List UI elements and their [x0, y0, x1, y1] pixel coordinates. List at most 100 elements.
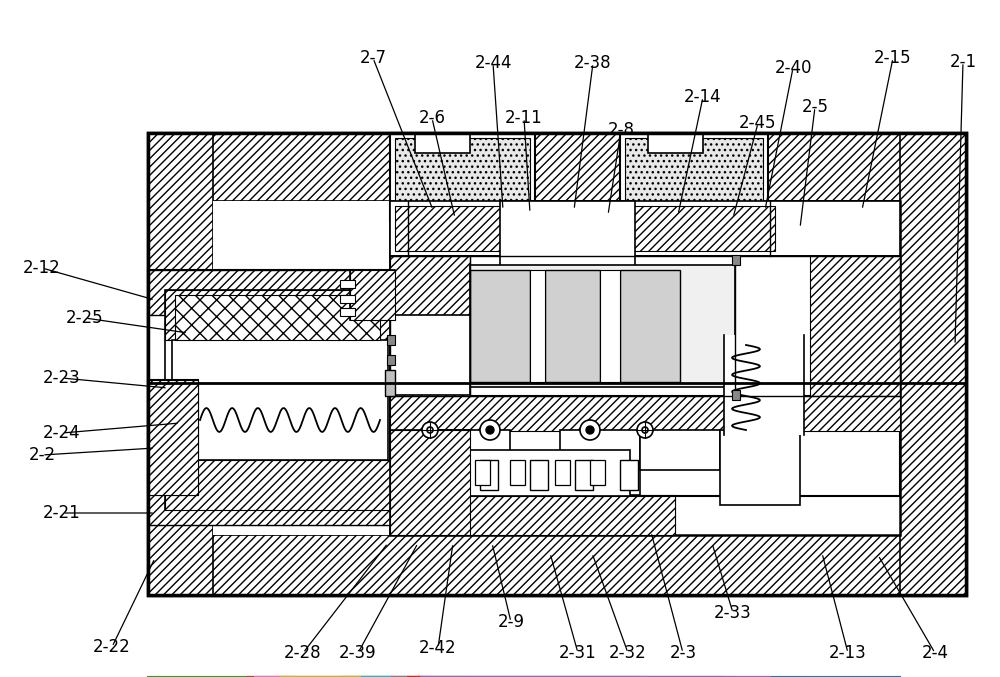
Bar	[172, 340, 388, 460]
Text: 2-24: 2-24	[43, 424, 81, 442]
Text: 2-11: 2-11	[505, 109, 543, 127]
Bar	[390, 256, 900, 396]
Bar	[640, 430, 720, 470]
Bar	[387, 355, 395, 365]
Bar	[390, 133, 535, 221]
Bar	[390, 396, 900, 431]
Bar	[148, 380, 198, 495]
Circle shape	[422, 422, 438, 438]
Bar	[350, 270, 395, 320]
Bar	[480, 460, 498, 490]
Bar	[430, 496, 675, 535]
Text: 2-3: 2-3	[669, 644, 697, 662]
Bar	[530, 270, 545, 382]
Bar	[148, 270, 408, 525]
Bar	[390, 430, 470, 535]
Text: 2-12: 2-12	[23, 259, 61, 277]
Bar	[510, 460, 525, 485]
Circle shape	[580, 420, 600, 440]
Bar	[530, 460, 548, 490]
Bar	[148, 480, 408, 525]
Text: 2-28: 2-28	[284, 644, 322, 662]
Bar	[340, 295, 355, 303]
Bar	[470, 450, 630, 496]
Bar	[350, 270, 395, 320]
Text: 2-25: 2-25	[66, 309, 104, 327]
Bar	[390, 396, 900, 496]
Text: 2-1: 2-1	[949, 53, 977, 71]
Bar	[395, 138, 530, 216]
Text: 2-40: 2-40	[774, 59, 812, 77]
Text: 2-33: 2-33	[714, 604, 752, 622]
Text: 2-31: 2-31	[559, 644, 597, 662]
Text: 2-32: 2-32	[609, 644, 647, 662]
Bar	[430, 496, 675, 535]
Bar	[724, 335, 804, 435]
Text: 2-21: 2-21	[43, 504, 81, 522]
Bar	[620, 133, 768, 221]
Text: 2-39: 2-39	[339, 644, 377, 662]
Bar	[590, 460, 605, 485]
Bar	[390, 430, 470, 535]
Bar	[390, 201, 900, 256]
Bar	[165, 290, 395, 510]
Bar	[390, 201, 900, 535]
Bar	[720, 430, 800, 505]
Text: 2-15: 2-15	[874, 49, 912, 67]
Bar	[165, 460, 395, 510]
Bar	[165, 290, 395, 340]
Text: 2-23: 2-23	[43, 369, 81, 387]
Text: 2-14: 2-14	[684, 88, 722, 106]
Bar	[430, 430, 510, 495]
Circle shape	[480, 420, 500, 440]
Bar	[148, 133, 966, 595]
Bar	[810, 256, 900, 396]
Circle shape	[486, 426, 494, 434]
Circle shape	[586, 426, 594, 434]
Bar	[630, 206, 775, 251]
Text: 2-38: 2-38	[574, 54, 612, 72]
Text: 2-5: 2-5	[802, 98, 828, 116]
Bar	[470, 265, 735, 387]
Bar	[390, 315, 470, 395]
Bar	[648, 133, 703, 153]
Bar	[148, 133, 213, 595]
Bar	[732, 255, 740, 265]
Text: 2-8: 2-8	[608, 121, 635, 139]
Text: 2-22: 2-22	[93, 638, 131, 656]
Bar	[148, 270, 408, 315]
Text: 2-6: 2-6	[418, 109, 446, 127]
Bar	[470, 270, 530, 382]
Bar	[213, 201, 900, 535]
Bar	[620, 460, 638, 490]
Bar	[545, 270, 600, 382]
Bar	[620, 270, 680, 382]
Text: 2-45: 2-45	[739, 114, 777, 132]
Bar	[732, 390, 740, 400]
Text: 2-13: 2-13	[829, 644, 867, 662]
Bar	[387, 335, 395, 345]
Circle shape	[637, 422, 653, 438]
Bar	[415, 133, 470, 153]
Bar	[575, 460, 593, 490]
Bar	[625, 138, 763, 216]
Text: 2-7: 2-7	[360, 49, 386, 67]
Bar	[385, 370, 395, 396]
Text: 2-2: 2-2	[28, 446, 56, 464]
Text: 2-44: 2-44	[474, 54, 512, 72]
Bar	[475, 460, 490, 485]
Circle shape	[642, 427, 648, 433]
Bar	[148, 380, 198, 495]
Bar	[500, 201, 635, 276]
Bar	[340, 280, 355, 288]
Text: 2-9: 2-9	[498, 613, 524, 631]
Bar	[148, 133, 966, 201]
Bar	[340, 308, 355, 316]
Bar	[900, 133, 966, 595]
Text: 2-42: 2-42	[419, 639, 457, 657]
Bar	[390, 256, 470, 396]
Bar	[395, 206, 540, 251]
Circle shape	[427, 427, 433, 433]
Bar	[560, 430, 640, 495]
Bar	[148, 535, 966, 595]
